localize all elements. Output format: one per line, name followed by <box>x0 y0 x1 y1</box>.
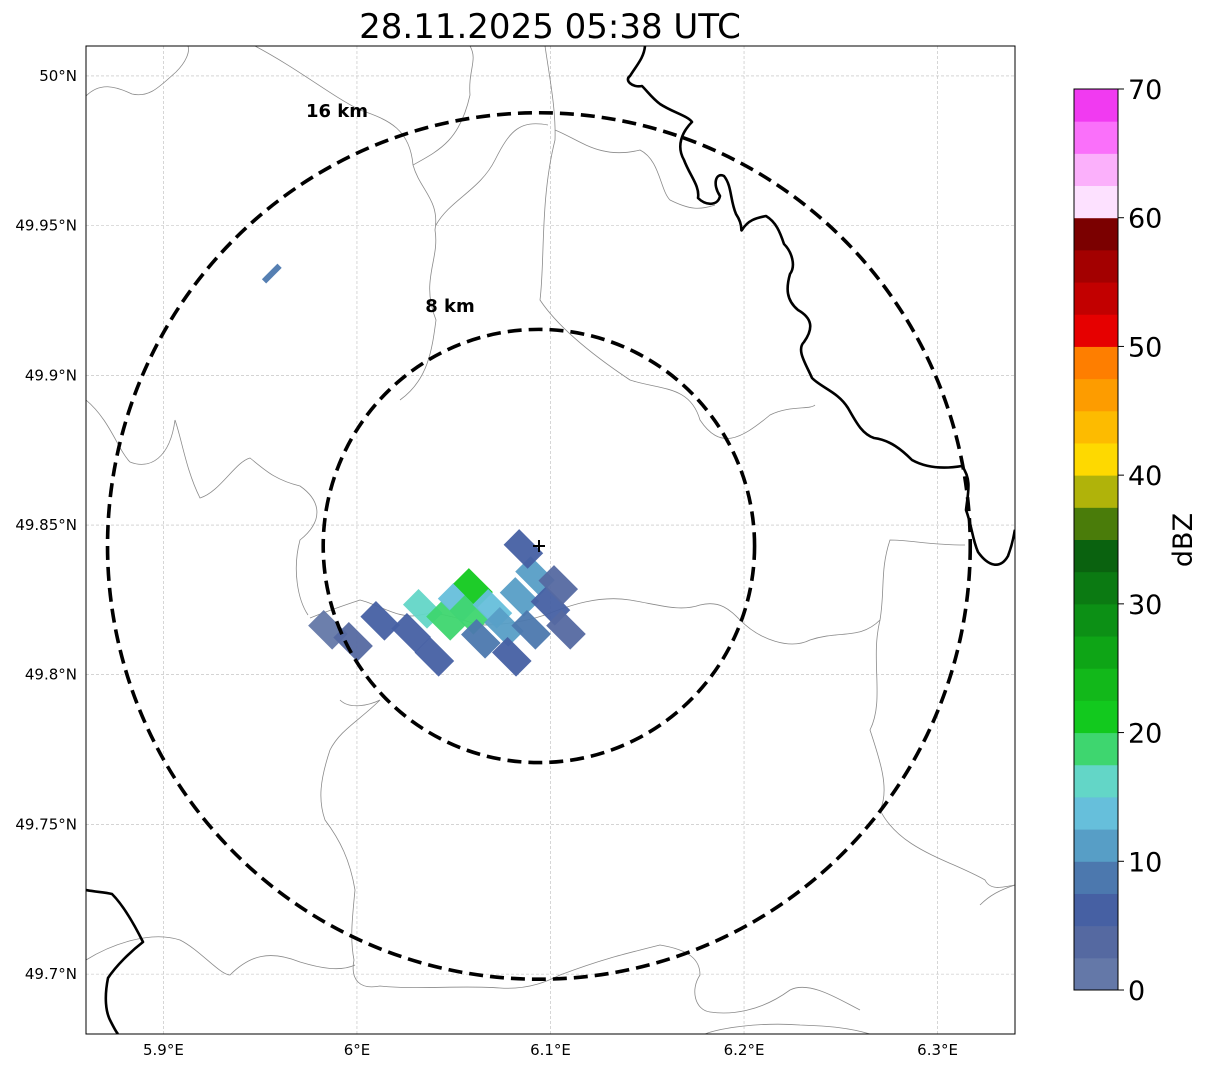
border-line-southwest <box>86 888 145 1034</box>
colorbar-segment <box>1074 153 1118 187</box>
colorbar-label: dBZ <box>1168 513 1199 567</box>
boundary-line <box>554 129 716 209</box>
colorbar-tick-label: 50 <box>1128 332 1162 363</box>
boundary-line <box>435 123 549 226</box>
colorbar-tick-label: 20 <box>1128 719 1162 750</box>
colorbar-segment <box>1074 249 1118 283</box>
colorbar-segment <box>1074 314 1118 347</box>
lat-tick-label: 49.9°N <box>25 366 77 384</box>
colorbar-segment <box>1074 410 1118 444</box>
boundary-line <box>979 884 1015 906</box>
colorbar-segment <box>1074 475 1118 508</box>
echo-bin <box>484 607 524 647</box>
colorbar-frame <box>1073 88 1119 991</box>
boundary-line <box>86 46 189 97</box>
colorbar-segment <box>1074 507 1118 540</box>
colorbar-segment <box>1074 668 1118 701</box>
echo-bin <box>360 601 400 641</box>
range-ring-16km <box>105 110 973 982</box>
colorbar-segment <box>1074 346 1118 380</box>
map-panel: 16 km 8 km 5.9°E 6°E 6.1°E 6.2°E 6.3°E 49.7°… <box>15 45 1016 1059</box>
colorbar-segment <box>1074 378 1118 412</box>
echo-bin <box>491 636 532 677</box>
map-background <box>86 46 1015 1034</box>
colorbar-segment <box>1074 442 1118 476</box>
colorbar-segment <box>1074 796 1118 830</box>
colorbar-segment <box>1074 861 1118 894</box>
echo-bin <box>333 621 373 662</box>
lon-tick-label: 5.9°E <box>143 1041 184 1059</box>
colorbar-segment <box>1074 925 1118 959</box>
map-frame <box>85 45 1016 1035</box>
colorbar-segments <box>1074 89 1118 991</box>
lat-tick-label: 49.8°N <box>25 666 77 684</box>
colorbar-tick-label: 70 <box>1128 75 1162 106</box>
colorbar-segment <box>1074 539 1118 573</box>
ring-label-16km: 16 km <box>306 101 368 122</box>
range-ring-8km <box>321 327 757 765</box>
echo-bin <box>499 577 540 617</box>
echo-bin <box>538 565 579 605</box>
longitude-tick-labels: 5.9°E 6°E 6.1°E 6.2°E 6.3°E <box>143 1041 958 1059</box>
boundary-line <box>704 1023 871 1034</box>
colorbar-segment <box>1074 700 1118 734</box>
echo-bin <box>414 636 455 677</box>
boundary-line <box>539 46 816 439</box>
lon-tick-label: 6.2°E <box>724 1041 765 1059</box>
colorbar-segment <box>1074 829 1118 862</box>
colorbar-segment <box>1074 732 1118 766</box>
colorbar-segment <box>1074 282 1118 315</box>
colorbar-segment <box>1074 636 1118 669</box>
boundary-line <box>412 46 474 166</box>
echo-isolated-cell <box>261 263 282 284</box>
lat-tick-label: 50°N <box>39 67 77 85</box>
lon-tick-label: 6.1°E <box>530 1041 571 1059</box>
boundary-line <box>86 399 318 616</box>
latitude-tick-labels: 49.7°N 49.75°N 49.8°N 49.85°N 49.9°N 49.95°N 5… <box>15 67 77 983</box>
colorbar-tick-label: 40 <box>1128 461 1162 492</box>
colorbar-segment <box>1074 764 1118 798</box>
echo-bin <box>546 610 586 650</box>
colorbar-segment <box>1074 957 1118 991</box>
echo-bin <box>391 613 431 653</box>
echo-bin <box>511 610 551 650</box>
lat-tick-label: 49.85°N <box>15 516 77 534</box>
colorbar: 0 10 20 30 40 50 60 70 dBZ <box>1073 75 1199 1007</box>
range-rings <box>105 110 973 982</box>
radar-echoes <box>261 263 586 677</box>
lon-tick-label: 6°E <box>344 1041 371 1059</box>
echo-bin <box>461 619 501 659</box>
boundary-line <box>254 46 437 401</box>
colorbar-tick-label: 60 <box>1128 204 1162 235</box>
lat-tick-label: 49.7°N <box>25 965 77 983</box>
radar-site-marker <box>533 540 545 552</box>
colorbar-segment <box>1074 571 1118 605</box>
colorbar-segment <box>1074 185 1118 219</box>
colorbar-ticks: 0 10 20 30 40 50 60 70 <box>1118 75 1162 1007</box>
echo-bin <box>426 601 466 641</box>
colorbar-tick-label: 10 <box>1128 847 1162 878</box>
figure-title: 28.11.2025 05:38 UTC <box>359 7 741 47</box>
echo-bin <box>503 529 544 569</box>
lat-tick-label: 49.75°N <box>15 815 77 833</box>
colorbar-tick-label: 30 <box>1128 590 1162 621</box>
lat-tick-label: 49.95°N <box>15 217 77 235</box>
colorbar-segment <box>1074 121 1118 154</box>
ring-label-8km: 8 km <box>425 296 475 317</box>
boundary-line <box>320 699 561 989</box>
colorbar-segment <box>1074 893 1118 927</box>
lon-tick-label: 6.3°E <box>917 1041 958 1059</box>
colorbar-segment <box>1074 603 1118 637</box>
colorbar-tick-label: 0 <box>1128 976 1145 1007</box>
colorbar-segment <box>1074 89 1118 122</box>
colorbar-segment <box>1074 217 1118 251</box>
boundary-line <box>559 944 861 1014</box>
